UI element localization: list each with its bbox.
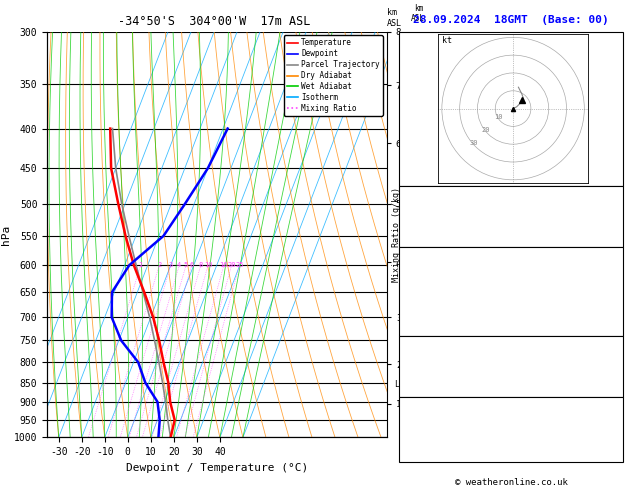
Text: SREH: SREH — [406, 423, 428, 432]
Text: 1013: 1013 — [597, 346, 618, 355]
Text: Temp (°C): Temp (°C) — [406, 259, 455, 267]
Bar — [399, 397, 623, 462]
Text: 2: 2 — [157, 262, 162, 268]
Text: 41: 41 — [608, 213, 618, 222]
Text: 13.3: 13.3 — [597, 272, 618, 281]
Text: Surface: Surface — [493, 251, 530, 260]
Text: 1: 1 — [138, 262, 143, 268]
Y-axis label: hPa: hPa — [1, 225, 11, 244]
Bar — [399, 186, 623, 247]
Text: -5: -5 — [608, 409, 618, 418]
Text: 298°: 298° — [597, 437, 618, 446]
Text: 28.09.2024  18GMT  (Base: 00): 28.09.2024 18GMT (Base: 00) — [413, 15, 609, 25]
Text: 0: 0 — [613, 377, 618, 386]
Text: km
ASL: km ASL — [387, 8, 402, 28]
Text: 30: 30 — [469, 139, 478, 146]
Text: K: K — [406, 192, 411, 202]
Text: Lifted Index: Lifted Index — [406, 298, 470, 308]
Text: StmDir: StmDir — [406, 437, 438, 446]
Text: 4: 4 — [613, 298, 618, 308]
Text: Most Unstable: Most Unstable — [476, 340, 546, 349]
Text: 4: 4 — [177, 262, 181, 268]
Text: 0: 0 — [613, 312, 618, 321]
Text: 1.59: 1.59 — [597, 233, 618, 242]
Text: θₑ(K): θₑ(K) — [406, 285, 433, 294]
Text: km
ASL: km ASL — [411, 4, 425, 23]
Text: 20: 20 — [227, 262, 236, 268]
Text: LCL: LCL — [394, 380, 409, 389]
Bar — [399, 336, 623, 397]
Bar — [399, 247, 623, 336]
Text: 6: 6 — [189, 262, 194, 268]
Text: 10: 10 — [494, 114, 503, 121]
Text: Lifted Index: Lifted Index — [406, 367, 470, 376]
Bar — [399, 32, 623, 186]
Text: CAPE (J): CAPE (J) — [406, 312, 449, 321]
Text: PW (cm): PW (cm) — [406, 233, 443, 242]
Text: 20: 20 — [482, 127, 491, 133]
X-axis label: Dewpoint / Temperature (°C): Dewpoint / Temperature (°C) — [126, 463, 308, 473]
Text: 0: 0 — [613, 388, 618, 397]
Text: 3: 3 — [169, 262, 173, 268]
Text: 5: 5 — [184, 262, 188, 268]
Text: 10: 10 — [204, 262, 213, 268]
Text: Mixing Ratio (g/kg): Mixing Ratio (g/kg) — [392, 187, 401, 282]
Text: 317: 317 — [602, 285, 618, 294]
Text: © weatheronline.co.uk: © weatheronline.co.uk — [455, 478, 567, 486]
Text: θₑ (K): θₑ (K) — [406, 356, 438, 365]
Text: 6: 6 — [613, 423, 618, 432]
Text: -3: -3 — [608, 192, 618, 202]
Text: EH: EH — [406, 409, 417, 418]
Text: 0: 0 — [613, 326, 618, 334]
Text: 317: 317 — [602, 356, 618, 365]
Text: 18.6: 18.6 — [597, 259, 618, 267]
Text: 25: 25 — [235, 262, 243, 268]
Text: CIN (J): CIN (J) — [406, 388, 443, 397]
Text: -34°50'S  304°00'W  17m ASL: -34°50'S 304°00'W 17m ASL — [118, 15, 310, 28]
Text: StmSpd (kt): StmSpd (kt) — [406, 451, 465, 460]
Text: Hodograph: Hodograph — [487, 401, 535, 410]
Legend: Temperature, Dewpoint, Parcel Trajectory, Dry Adiabat, Wet Adiabat, Isotherm, Mi: Temperature, Dewpoint, Parcel Trajectory… — [284, 35, 383, 116]
Text: Pressure (mb): Pressure (mb) — [406, 346, 476, 355]
Text: 20: 20 — [608, 451, 618, 460]
Text: 4: 4 — [613, 367, 618, 376]
Text: Totals Totals: Totals Totals — [406, 213, 476, 222]
Text: CIN (J): CIN (J) — [406, 326, 443, 334]
Text: 8: 8 — [199, 262, 203, 268]
Text: 16: 16 — [220, 262, 228, 268]
Text: kt: kt — [442, 35, 452, 45]
Text: CAPE (J): CAPE (J) — [406, 377, 449, 386]
Text: Dewp (°C): Dewp (°C) — [406, 272, 455, 281]
